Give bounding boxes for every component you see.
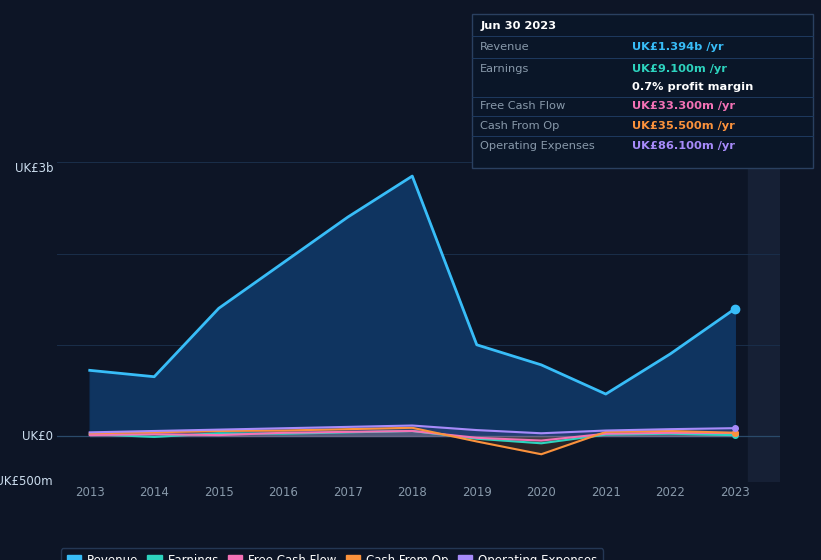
Text: Earnings: Earnings: [480, 64, 530, 74]
Text: UK£0: UK£0: [22, 430, 53, 442]
Text: Operating Expenses: Operating Expenses: [480, 141, 595, 151]
Text: 0.7% profit margin: 0.7% profit margin: [632, 82, 754, 92]
Text: UK£1.394b /yr: UK£1.394b /yr: [632, 42, 724, 52]
Text: UK£35.500m /yr: UK£35.500m /yr: [632, 121, 735, 131]
Text: Cash From Op: Cash From Op: [480, 121, 560, 131]
Bar: [748, 162, 780, 482]
Text: Free Cash Flow: Free Cash Flow: [480, 101, 566, 111]
Text: Jun 30 2023: Jun 30 2023: [480, 21, 557, 31]
Text: UK£33.300m /yr: UK£33.300m /yr: [632, 101, 736, 111]
Text: UK£86.100m /yr: UK£86.100m /yr: [632, 141, 735, 151]
Text: UK£9.100m /yr: UK£9.100m /yr: [632, 64, 727, 74]
Text: UK£3b: UK£3b: [15, 162, 53, 175]
Text: -UK£500m: -UK£500m: [0, 475, 53, 488]
Text: Revenue: Revenue: [480, 42, 530, 52]
Legend: Revenue, Earnings, Free Cash Flow, Cash From Op, Operating Expenses: Revenue, Earnings, Free Cash Flow, Cash …: [61, 548, 603, 560]
